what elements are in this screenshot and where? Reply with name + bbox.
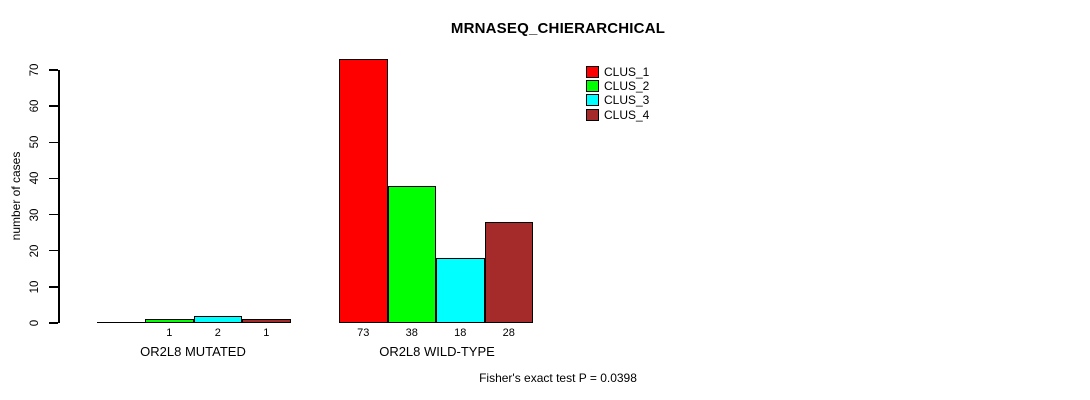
bar-clus_1-group0-zero (96, 321, 145, 323)
y-tick (49, 322, 58, 324)
y-tick (49, 286, 58, 288)
bar-value-label: 1 (263, 327, 270, 339)
legend-swatch-clus_3 (586, 94, 599, 107)
legend-label: CLUS_2 (604, 79, 650, 94)
legend-label: CLUS_3 (604, 93, 650, 108)
bar-value-label: 2 (214, 327, 221, 339)
x-category-label-wildtype: OR2L8 WILD-TYPE (379, 344, 495, 359)
legend-label: CLUS_4 (604, 107, 650, 122)
legend-label: CLUS_1 (604, 65, 650, 80)
y-axis-title: number of cases (9, 151, 23, 241)
bar-clus_3-group1 (436, 257, 485, 323)
y-tick (49, 213, 58, 216)
x-category-label-mutated: OR2L8 MUTATED (140, 344, 246, 359)
legend-swatch-clus_2 (586, 80, 599, 93)
legend-item-clus_3: CLUS_3 (586, 93, 649, 107)
y-tick (49, 69, 58, 71)
bar-clus_4-group1 (484, 221, 533, 323)
bar-value-label: 73 (357, 327, 370, 339)
caption-fisher-test: Fisher's exact test P = 0.0398 (479, 371, 637, 385)
legend-item-clus_4: CLUS_4 (586, 108, 649, 122)
y-tick-label: 30 (29, 208, 41, 221)
y-tick (49, 249, 58, 252)
legend-swatch-clus_1 (586, 66, 599, 79)
chart-title: MRNASEQ_CHIERARCHICAL (450, 20, 666, 37)
y-tick-label: 60 (29, 99, 41, 113)
bar-clus_3-group0 (193, 315, 242, 323)
bar-clus_2-group0 (145, 319, 194, 323)
bar-value-label: 38 (405, 327, 418, 339)
bar-value-label: 18 (454, 327, 467, 339)
y-tick (49, 141, 58, 144)
y-tick-label: 20 (29, 244, 41, 258)
bar-clus_1-group1 (339, 59, 388, 323)
legend-item-clus_2: CLUS_2 (586, 79, 649, 93)
bar-clus_4-group0 (242, 319, 291, 323)
legend-swatch-clus_4 (586, 108, 599, 121)
bar-value-label: 1 (166, 327, 173, 339)
y-tick-label: 50 (29, 135, 41, 149)
y-tick-label: 40 (29, 172, 41, 185)
bar-value-label: 28 (502, 327, 515, 339)
legend: CLUS_1 CLUS_2 CLUS_3 CLUS_4 (586, 65, 649, 122)
bar-clus_2-group1 (387, 185, 436, 323)
y-tick-label: 70 (29, 63, 41, 77)
y-axis-line (58, 70, 60, 323)
y-tick-label: 10 (29, 280, 41, 294)
y-tick (49, 105, 58, 107)
y-tick (49, 177, 58, 180)
y-tick-label: 0 (29, 319, 41, 327)
legend-item-clus_1: CLUS_1 (586, 65, 649, 79)
